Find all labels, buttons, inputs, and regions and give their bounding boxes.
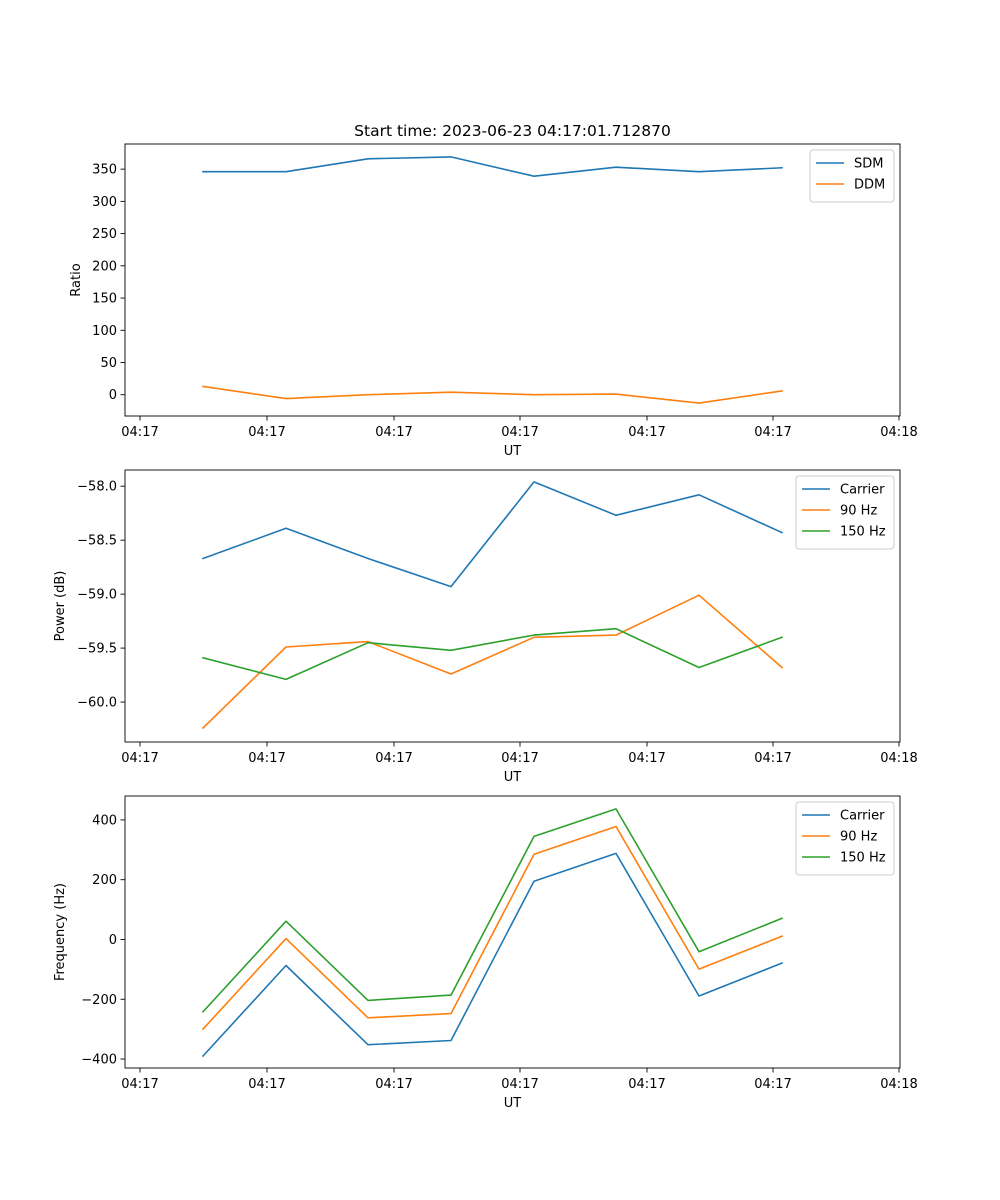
y-tick-label: −60.0 [77,696,117,711]
x-tick-label: 04:17 [248,751,285,766]
x-tick-label: 04:18 [880,425,917,440]
x-tick-label: 04:17 [628,1077,665,1092]
x-axis-label: UT [504,1096,522,1111]
x-tick-label: 04:17 [375,425,412,440]
x-tick-label: 04:17 [501,425,538,440]
y-tick-label: −400 [81,1053,117,1068]
legend-label: 90 Hz [840,504,877,519]
x-tick-label: 04:17 [754,425,791,440]
y-tick-label: −200 [81,993,117,1008]
series-line-150-hz [201,808,784,1013]
x-tick-label: 04:17 [501,1077,538,1092]
legend-label: 150 Hz [840,851,886,866]
series-line-ddm [202,385,783,404]
legend: SDM DDM [809,149,895,203]
x-tick-label: 04:17 [754,1077,791,1092]
subplot-1: 04:17 04:17 04:17 04:17 04:17 04:17 04:18 0 50 10… [69,143,918,459]
y-tick-label: 100 [92,324,117,339]
subplot-3: 04:17 04:17 04:17 04:17 04:17 04:17 04:18 −400 −… [53,795,918,1111]
y-tick-label: 350 [92,163,117,178]
x-tick-label: 04:17 [121,1077,158,1092]
plots: 04:17 04:17 04:17 04:17 04:17 04:17 04:18 0 50 10… [53,143,918,1111]
x-tick-label: 04:17 [248,1077,285,1092]
x-tick-label: 04:17 [121,751,158,766]
y-tick-label: −58.5 [77,534,117,549]
subplot-2: 04:17 04:17 04:17 04:17 04:17 04:17 04:18 −60.0… [53,469,918,785]
series-line-90-hz [201,825,784,1031]
legend-label: 150 Hz [840,525,886,540]
x-axis-label: UT [504,770,522,785]
x-tick-label: 04:17 [754,751,791,766]
y-tick-label: 200 [92,259,117,274]
legend-label: SDM [854,157,883,172]
x-tick-label: 04:17 [375,751,412,766]
x-tick-label: 04:17 [375,1077,412,1092]
legend: Carrier 90 Hz 150 Hz [795,475,895,550]
y-axis-label: Frequency (Hz) [53,883,68,981]
series-line-carrier [201,481,784,588]
legend-label: Carrier [840,809,885,824]
y-tick-label: 0 [109,933,117,948]
x-tick-label: 04:18 [880,1077,917,1092]
y-tick-label: −58.0 [77,480,117,495]
axes-frame [124,143,901,417]
legend-label: Carrier [840,483,885,498]
y-axis-label: Power (dB) [53,571,68,642]
x-tick-label: 04:17 [628,425,665,440]
axes-frame [124,469,901,743]
legend-label: 90 Hz [840,830,877,845]
y-tick-label: 300 [92,195,117,210]
series-line-90-hz [201,594,784,730]
y-tick-label: 400 [92,813,117,828]
series-line-sdm [202,156,783,177]
x-axis-label: UT [504,444,522,459]
y-tick-label: 150 [92,292,117,307]
y-tick-label: −59.5 [77,642,117,657]
series-line-carrier [201,852,784,1058]
x-tick-label: 04:17 [628,751,665,766]
y-tick-label: −59.0 [77,588,117,603]
y-tick-label: 0 [109,388,117,403]
y-tick-label: 250 [92,227,117,242]
x-tick-label: 04:17 [501,751,538,766]
series-line-150-hz [202,627,784,681]
legend: Carrier 90 Hz 150 Hz [795,801,895,876]
x-tick-label: 04:17 [248,425,285,440]
y-tick-label: 50 [100,356,117,371]
axes-frame [124,795,901,1069]
y-axis-label: Ratio [69,263,84,296]
figure-title: Start time: 2023-06-23 04:17:01.712870 [354,122,671,140]
legend-label: DDM [854,178,885,193]
y-tick-label: 200 [92,873,117,888]
x-tick-label: 04:17 [121,425,158,440]
x-tick-label: 04:18 [880,751,917,766]
